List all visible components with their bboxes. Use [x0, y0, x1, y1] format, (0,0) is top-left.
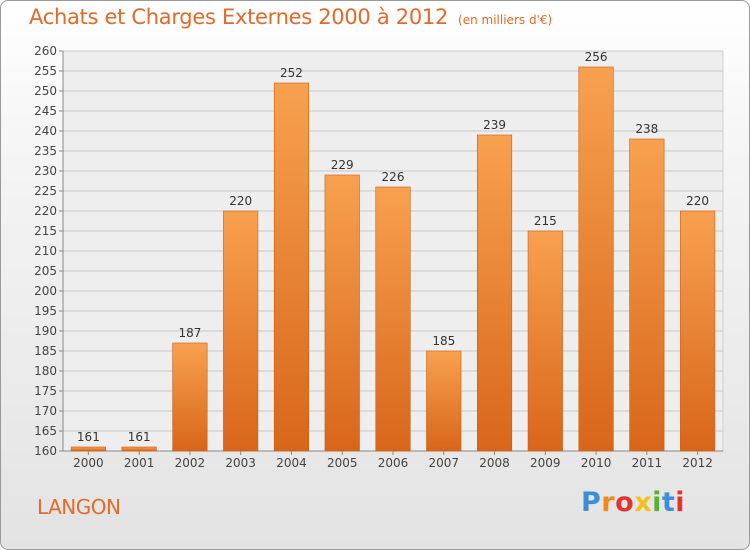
bar-2006: [375, 186, 411, 452]
x-tick-label-2007: 2007: [428, 456, 459, 470]
bar-2012: [680, 210, 716, 452]
value-label-2009: 215: [534, 214, 557, 228]
x-tick-label-2012: 2012: [682, 456, 713, 470]
bar-2007: [426, 350, 462, 452]
value-label-2003: 220: [229, 194, 252, 208]
x-tick-label-2001: 2001: [124, 456, 155, 470]
logo-letter: t: [661, 487, 676, 518]
bar-2000: [70, 446, 106, 452]
value-label-2004: 252: [280, 66, 303, 80]
bar-2008: [476, 134, 513, 452]
bar-2009: [527, 230, 563, 452]
y-tick-label: 175: [34, 384, 57, 398]
bar-2001: [121, 446, 157, 452]
bar-2010: [578, 66, 614, 452]
x-tick-label-2004: 2004: [276, 456, 307, 470]
y-tick-label: 210: [34, 244, 57, 258]
y-tick-label: 200: [34, 284, 57, 298]
x-tick-label-2000: 2000: [73, 456, 104, 470]
bar-2011: [629, 138, 665, 452]
bar-2005: [324, 174, 360, 452]
y-tick-label: 160: [34, 444, 57, 458]
logo-letter: P: [581, 487, 602, 518]
chart-title-text: Achats et Charges Externes 2000 à 2012: [29, 5, 449, 29]
x-tick-label-2010: 2010: [581, 456, 612, 470]
y-tick-label: 225: [34, 184, 57, 198]
logo-letter: i: [675, 487, 686, 518]
value-label-2008: 239: [483, 118, 506, 132]
y-tick-label: 220: [34, 204, 57, 218]
value-label-2012: 220: [686, 194, 709, 208]
x-tick-label-2002: 2002: [175, 456, 206, 470]
x-tick-label-2006: 2006: [378, 456, 409, 470]
value-label-2006: 226: [382, 170, 405, 184]
logo-letter: x: [634, 487, 653, 518]
value-label-2005: 229: [331, 158, 354, 172]
y-tick-label: 235: [34, 144, 57, 158]
chart-title: Achats et Charges Externes 2000 à 2012 (e…: [29, 5, 552, 29]
value-label-2001: 161: [128, 430, 151, 444]
value-label-2011: 238: [635, 122, 658, 136]
bar-2004: [273, 82, 310, 452]
y-tick-label: 245: [34, 104, 57, 118]
value-label-2000: 161: [77, 430, 100, 444]
logo-letter: r: [601, 487, 616, 518]
y-tick-label: 240: [34, 124, 57, 138]
y-tick-label: 205: [34, 264, 57, 278]
value-label-2010: 256: [585, 50, 608, 64]
x-tick-label-2003: 2003: [225, 456, 256, 470]
value-label-2002: 187: [178, 326, 201, 340]
y-tick-label: 255: [34, 64, 57, 78]
chart-unit: (en milliers d'€): [458, 13, 553, 27]
y-tick-label: 190: [34, 324, 57, 338]
logo-letter: o: [615, 487, 635, 518]
x-tick-label-2005: 2005: [327, 456, 358, 470]
y-tick-label: 195: [34, 304, 57, 318]
place-name: LANGON: [37, 495, 121, 519]
y-tick-label: 165: [34, 424, 57, 438]
y-tick-label: 230: [34, 164, 57, 178]
y-tick-label: 250: [34, 84, 57, 98]
bar-2002: [172, 342, 208, 452]
x-tick-label-2008: 2008: [479, 456, 510, 470]
y-tick-label: 170: [34, 404, 57, 418]
y-tick-label: 215: [34, 224, 57, 238]
logo-letter: i: [652, 487, 662, 518]
proxiti-logo: Proxiti: [581, 487, 685, 518]
y-tick-label: 185: [34, 344, 57, 358]
bar-2003: [223, 210, 259, 452]
y-tick-label: 260: [34, 44, 57, 58]
value-label-2007: 185: [432, 334, 455, 348]
y-tick-label: 180: [34, 364, 57, 378]
x-tick-label-2009: 2009: [530, 456, 561, 470]
x-tick-label-2011: 2011: [632, 456, 663, 470]
